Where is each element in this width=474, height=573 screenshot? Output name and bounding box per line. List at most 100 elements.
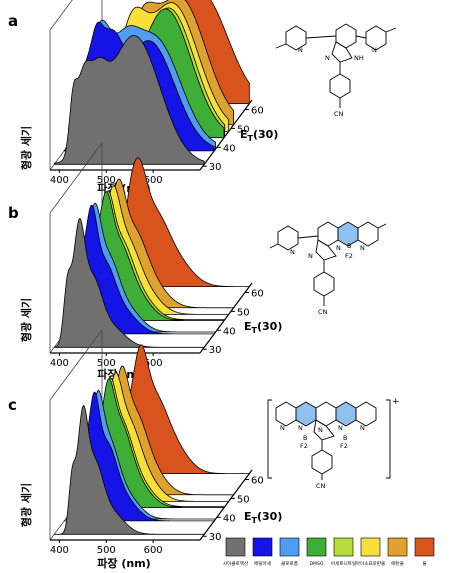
legend-swatch-7: [414, 537, 435, 557]
structure-b-ring: [317, 221, 339, 247]
atom-label: F2: [300, 442, 308, 450]
atom-label: N: [280, 424, 285, 432]
panel-a-spectra: [53, 0, 250, 165]
structure-a-pyridine-left: [285, 25, 307, 51]
z-tick-label: 30: [209, 532, 222, 543]
z-tick-label: 60: [251, 475, 264, 486]
panel-c-ylabel: 형광 세기: [19, 483, 33, 527]
structure-b-bond: [297, 235, 319, 239]
x-tick-label: 500: [97, 175, 116, 186]
panel-b-ylabel: 형광 세기: [19, 298, 33, 342]
atom-label: B: [343, 434, 347, 442]
atom-label: CN: [334, 110, 344, 118]
z-tick-label: 50: [237, 124, 250, 135]
panel-c-spectra: [53, 344, 250, 535]
x-tick-label: 500: [97, 358, 116, 369]
panel-c-label: c: [8, 396, 17, 414]
atom-label: N: [336, 244, 341, 252]
structure-a-bond: [385, 27, 397, 33]
solvent-legend: 사이클로헥산 에틸아세 클로로폼 DMSO 아세토니트릴 아이소프로판올 에탄올 물: [223, 537, 435, 567]
structure-c: [267, 399, 391, 480]
structure-c-boron-ring-left: [295, 401, 317, 427]
panel-b-label: b: [8, 204, 19, 222]
atom-label: CN: [318, 308, 328, 316]
legend-swatch-1: [252, 537, 273, 557]
atom-label: N: [360, 424, 365, 432]
structure-c-boron-ring-right: [335, 401, 357, 427]
z-tick-label: 40: [223, 513, 236, 524]
atom-label: N: [298, 424, 303, 432]
structure-a-bond: [305, 35, 337, 39]
atom-label: F2: [340, 442, 348, 450]
panel-c-zlabel: ET(30): [244, 510, 282, 525]
legend-label-1: 에틸아세: [254, 560, 271, 567]
z-axis: [199, 469, 253, 541]
spectrum-series-0: [53, 218, 205, 348]
panel-b-spectra: [53, 157, 250, 348]
top-left-edge: [49, 329, 103, 401]
atom-label: N: [308, 252, 313, 260]
atom-label: N: [338, 424, 343, 432]
x-tick-label: 400: [50, 358, 69, 369]
x-tick-label: 600: [144, 545, 163, 556]
structure-c-imidazole: [313, 419, 335, 441]
panel-b-zlabel: ET(30): [244, 320, 282, 335]
structure-c-pyridine-right: [355, 401, 377, 427]
legend-swatch-4: [333, 537, 354, 557]
atom-label: F2: [345, 252, 353, 260]
atom-label: B: [303, 434, 307, 442]
structure-b-bond: [269, 243, 279, 249]
z-tick-label: 40: [223, 143, 236, 154]
atom-label: N: [318, 426, 323, 434]
legend-swatch-0: [225, 537, 246, 557]
structure-a: [275, 23, 397, 108]
structure-a-imidazole: [331, 41, 353, 63]
structure-a-phenyl: [329, 73, 351, 99]
structure-b-imidazole: [315, 239, 337, 261]
legend-label-6: 에탄올: [391, 560, 404, 567]
panel-a-zlabel: ET(30): [240, 128, 278, 143]
legend-label-5: 아이소프로판올: [356, 560, 386, 567]
structure-b-bond: [377, 223, 387, 229]
z-tick-label: 50: [237, 494, 250, 505]
atom-label: CN: [316, 482, 326, 490]
structure-c-bracket-right: [386, 399, 391, 479]
z-tick-label: 30: [209, 345, 222, 356]
atom-label: B: [347, 242, 351, 250]
x-tick-label: 400: [50, 175, 69, 186]
structure-b-pyridine-left: [277, 225, 299, 251]
top-left-edge: [49, 142, 103, 214]
x-tick-label: 600: [144, 175, 163, 186]
panel-c-xlabel: 파장 (nm): [97, 556, 150, 570]
legend-label-0: 사이클로헥산: [223, 560, 249, 567]
legend-label-4: 아세토니트릴: [331, 560, 356, 567]
atom-label: NH: [354, 54, 364, 62]
structure-b-pyridine-right: [357, 221, 379, 247]
x-tick-label: 500: [97, 545, 116, 556]
x-tick-label: 400: [50, 545, 69, 556]
z-axis: [199, 282, 253, 354]
structure-c-phenyl: [311, 449, 333, 475]
z-tick-label: 50: [237, 307, 250, 318]
spectrum-series-0: [53, 35, 205, 165]
structure-a-bond: [355, 35, 367, 39]
z-tick-label: 30: [209, 162, 222, 173]
structure-c-pyridine-left: [275, 401, 297, 427]
legend-swatch-6: [387, 537, 408, 557]
structure-a-pyridine-right: [365, 25, 387, 51]
top-left-edge: [49, 0, 73, 31]
x-tick-label: 600: [144, 358, 163, 369]
structure-c-center-ring: [315, 401, 337, 427]
spectrum-series-0: [53, 405, 205, 535]
panel-a-label: a: [8, 12, 18, 30]
structure-a-benzene: [335, 23, 357, 49]
structure-c-bracket-left: [267, 399, 272, 479]
atom-label: N: [372, 46, 377, 54]
legend-swatch-5: [360, 537, 381, 557]
